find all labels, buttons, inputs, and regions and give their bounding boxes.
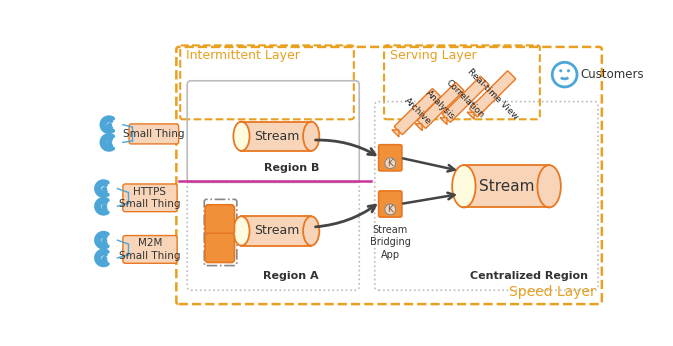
FancyBboxPatch shape <box>205 205 234 234</box>
Polygon shape <box>440 118 447 125</box>
Text: Region A: Region A <box>263 271 319 281</box>
Text: Analysis: Analysis <box>424 89 457 122</box>
Text: Stream: Stream <box>479 179 534 194</box>
Text: Centralized Region: Centralized Region <box>470 271 588 281</box>
Text: Stream
Bridging
App: Stream Bridging App <box>369 225 411 260</box>
Ellipse shape <box>303 216 319 246</box>
Text: Intermittent Layer: Intermittent Layer <box>186 49 300 62</box>
Text: Serving Layer: Serving Layer <box>390 49 477 62</box>
Text: Customers: Customers <box>580 68 644 81</box>
FancyBboxPatch shape <box>123 184 177 212</box>
Circle shape <box>385 204 396 215</box>
Ellipse shape <box>303 121 319 151</box>
Bar <box>242 121 311 151</box>
Bar <box>242 216 311 246</box>
Text: Small Thing: Small Thing <box>123 129 184 139</box>
FancyBboxPatch shape <box>205 233 234 263</box>
Text: Archive: Archive <box>402 97 433 127</box>
FancyBboxPatch shape <box>418 83 464 128</box>
Text: Stream: Stream <box>254 130 299 143</box>
Ellipse shape <box>452 165 476 208</box>
Text: Real-time View: Real-time View <box>465 67 520 121</box>
Polygon shape <box>392 130 399 137</box>
FancyBboxPatch shape <box>129 124 178 144</box>
Circle shape <box>385 158 396 169</box>
Bar <box>464 165 549 208</box>
Polygon shape <box>415 124 422 131</box>
Ellipse shape <box>234 121 250 151</box>
Text: Stream: Stream <box>254 225 299 237</box>
FancyBboxPatch shape <box>379 191 402 217</box>
Ellipse shape <box>538 165 561 208</box>
Circle shape <box>567 69 570 72</box>
Ellipse shape <box>234 216 250 246</box>
Text: K: K <box>388 205 393 214</box>
Text: Correlation: Correlation <box>445 78 487 120</box>
Text: K: K <box>388 159 393 168</box>
Text: Speed Layer: Speed Layer <box>509 285 596 299</box>
FancyBboxPatch shape <box>394 89 440 135</box>
FancyBboxPatch shape <box>379 145 402 171</box>
Circle shape <box>553 62 577 87</box>
Polygon shape <box>467 112 474 119</box>
FancyBboxPatch shape <box>123 236 177 263</box>
FancyBboxPatch shape <box>442 76 489 122</box>
Text: Region B: Region B <box>264 163 319 173</box>
Circle shape <box>559 69 563 72</box>
Text: HTTPS
Small Thing: HTTPS Small Thing <box>119 186 181 209</box>
FancyBboxPatch shape <box>470 71 516 117</box>
Text: M2M
Small Thing: M2M Small Thing <box>119 238 181 261</box>
